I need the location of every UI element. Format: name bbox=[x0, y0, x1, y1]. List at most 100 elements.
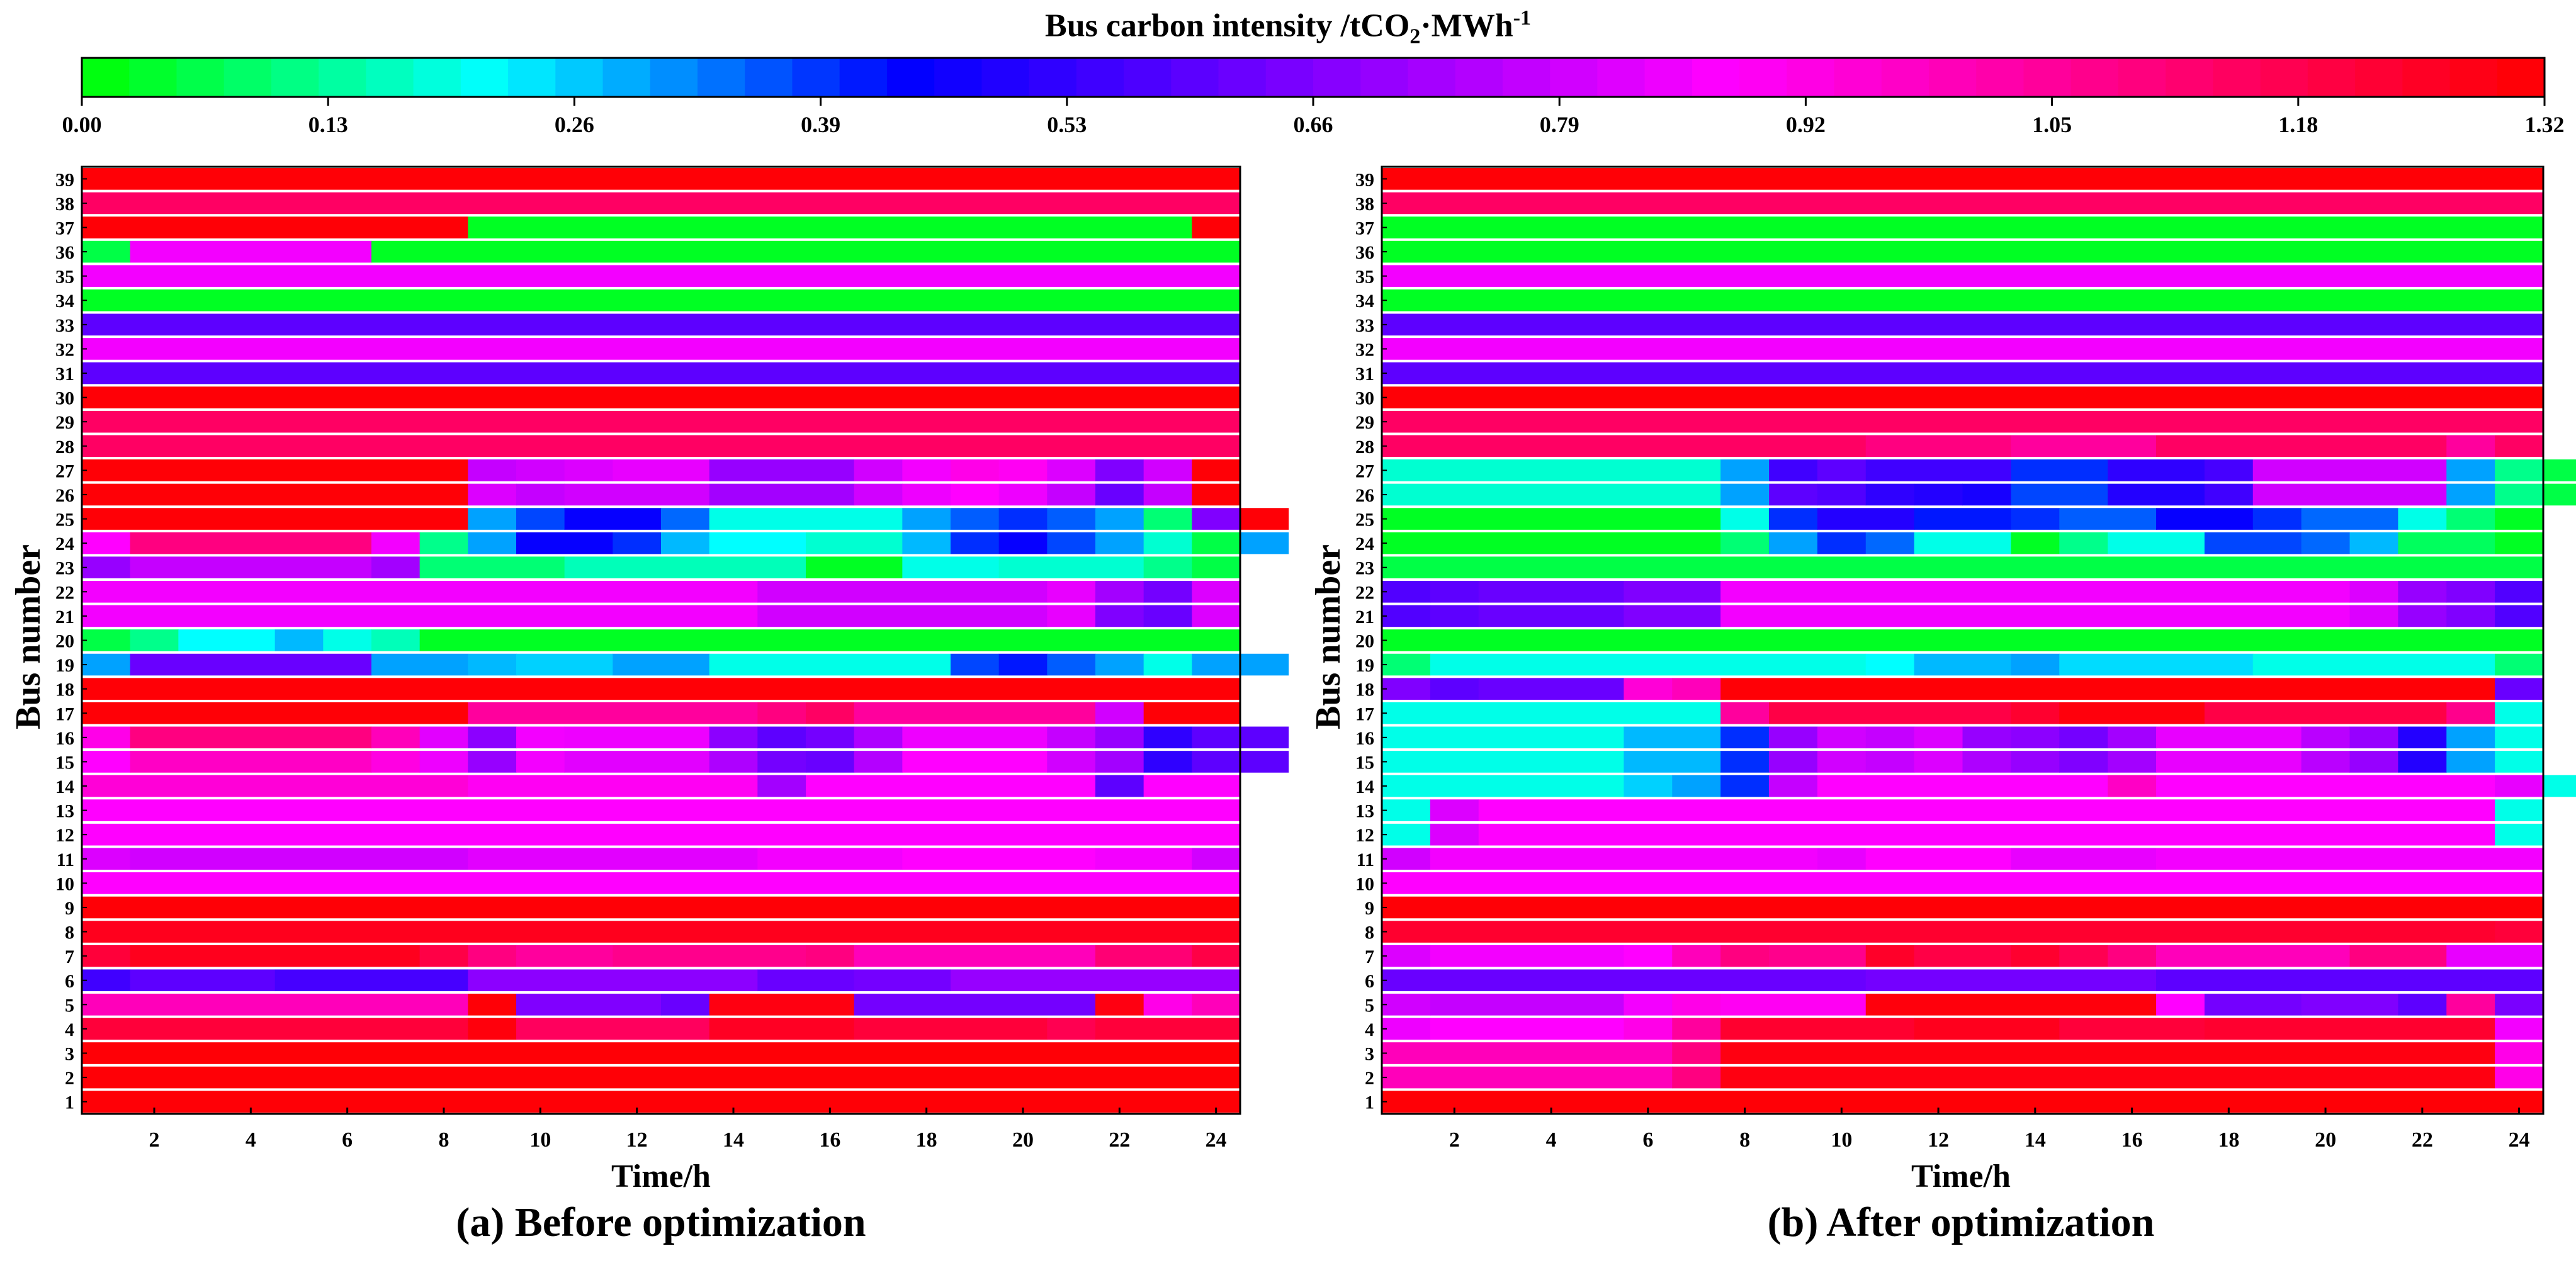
colorbar-segment bbox=[1124, 58, 1172, 97]
y-axis-label-after: Bus number bbox=[1309, 544, 1348, 730]
heatmap-cell bbox=[902, 532, 951, 554]
colorbar-segment bbox=[1550, 58, 1598, 97]
heatmap-cell bbox=[1047, 653, 1096, 676]
heatmap-cell bbox=[1192, 581, 1241, 603]
heatmap-cell bbox=[998, 459, 1048, 481]
y-tick-label: 17 bbox=[55, 704, 74, 724]
colorbar-segment bbox=[745, 58, 793, 97]
y-tick-label: 33 bbox=[55, 315, 74, 336]
heatmap-cell bbox=[806, 532, 903, 554]
x-tick-label: 16 bbox=[819, 1128, 840, 1152]
y-tick-label: 19 bbox=[55, 655, 74, 676]
heatmap-cell bbox=[82, 265, 1241, 287]
y-tick-label: 7 bbox=[65, 946, 74, 967]
colorbar-tick-label: 0.13 bbox=[308, 112, 348, 137]
heatmap-cell bbox=[82, 459, 468, 481]
y-tick-label: 3 bbox=[65, 1044, 74, 1065]
y-tick-label: 13 bbox=[55, 801, 74, 822]
heatmap-cell bbox=[82, 945, 131, 967]
heatmap-cell bbox=[757, 605, 1048, 627]
heatmap-cell bbox=[613, 653, 710, 676]
heatmap-cell bbox=[371, 629, 421, 651]
heatmap-cell bbox=[82, 921, 1241, 943]
heatmap-cell bbox=[1095, 605, 1144, 627]
heatmap-cell bbox=[1095, 702, 1144, 724]
heatmap-cell bbox=[1240, 532, 1289, 554]
heatmap-cell bbox=[951, 508, 1000, 530]
y-tick-label: 35 bbox=[55, 267, 74, 288]
heatmap-cell bbox=[419, 532, 468, 554]
colorbar-segment bbox=[934, 58, 982, 97]
y-tick-label: 5 bbox=[65, 995, 74, 1016]
heatmap-cell bbox=[1192, 945, 1241, 967]
heatmap-cell bbox=[130, 556, 372, 579]
heatmap-cell bbox=[82, 969, 131, 992]
heatmap-cell bbox=[82, 775, 468, 797]
heatmap-cell bbox=[806, 726, 855, 749]
y-tick-label: 39 bbox=[55, 169, 74, 190]
y-tick-label: 1 bbox=[65, 1092, 74, 1113]
y-tick-label: 27 bbox=[55, 461, 74, 481]
heatmap-cell bbox=[854, 945, 1096, 967]
heatmap-cell bbox=[1143, 751, 1192, 773]
heatmap-cell bbox=[1143, 775, 1241, 797]
y-tick-label: 6 bbox=[65, 971, 74, 992]
heatmap-cell bbox=[564, 556, 806, 579]
heatmap-cell bbox=[709, 508, 903, 530]
heatmap-cell bbox=[1095, 726, 1144, 749]
heatmap-cell bbox=[1143, 653, 1192, 676]
heatmap-cell bbox=[854, 969, 951, 992]
colorbar-segment bbox=[129, 58, 178, 97]
heatmap-cell bbox=[1143, 483, 1192, 506]
heatmap-cell bbox=[1095, 848, 1192, 870]
heatmap-cell bbox=[468, 702, 758, 724]
heatmap-cell bbox=[709, 532, 806, 554]
heatmap-cell bbox=[82, 240, 131, 263]
heatmap-cell bbox=[468, 216, 1192, 239]
colorbar-segment bbox=[1171, 58, 1219, 97]
y-tick-label: 9 bbox=[65, 898, 74, 919]
colorbar-segment bbox=[1739, 58, 1787, 97]
heatmap-cell bbox=[1143, 459, 1192, 481]
heatmap-cell bbox=[371, 726, 421, 749]
heatmap-cell bbox=[516, 653, 613, 676]
colorbar-segment bbox=[508, 58, 556, 97]
heatmap-cell bbox=[516, 532, 613, 554]
heatmap-cell bbox=[806, 945, 855, 967]
heatmap-cell bbox=[951, 653, 1000, 676]
heatmap-cell bbox=[1143, 726, 1192, 749]
heatmap-cell bbox=[1143, 994, 1192, 1016]
colorbar-segment bbox=[792, 58, 840, 97]
heatmap-cell bbox=[516, 508, 565, 530]
heatmap-cell bbox=[1047, 532, 1096, 554]
colorbar-title-sub: 2 bbox=[1409, 25, 1421, 48]
y-tick-label: 20 bbox=[55, 631, 74, 652]
heatmap-cell bbox=[1192, 605, 1241, 627]
heatmap-cell bbox=[902, 726, 1048, 749]
colorbar-segment bbox=[2307, 58, 2356, 97]
heatmap-cell bbox=[1143, 605, 1192, 627]
colorbar-segment bbox=[1834, 58, 1882, 97]
y-tick-label: 28 bbox=[55, 437, 74, 458]
heatmap-cell bbox=[82, 581, 758, 603]
colorbar-segment bbox=[1976, 58, 2025, 97]
heatmap-cell bbox=[709, 653, 951, 676]
heatmap-cell bbox=[274, 629, 324, 651]
heatmap-cell bbox=[806, 702, 855, 724]
colorbar-segment bbox=[602, 58, 651, 97]
heatmap-cell bbox=[323, 629, 372, 651]
heatmap-cell bbox=[419, 726, 468, 749]
heatmap-cell bbox=[82, 994, 468, 1016]
heatmap-cell bbox=[1095, 994, 1144, 1016]
heatmap-cell bbox=[564, 726, 710, 749]
y-tick-label: 30 bbox=[55, 388, 74, 409]
heatmap-cell bbox=[564, 483, 710, 506]
heatmap-cell bbox=[82, 605, 758, 627]
heatmap-cell bbox=[1192, 483, 1241, 506]
heatmap-cell bbox=[468, 945, 517, 967]
heatmap-cell bbox=[371, 532, 421, 554]
colorbar-segment bbox=[2449, 58, 2498, 97]
heatmap-cell bbox=[1047, 459, 1096, 481]
heatmap-cell bbox=[1095, 532, 1144, 554]
heatmap-cell bbox=[854, 1018, 1048, 1040]
